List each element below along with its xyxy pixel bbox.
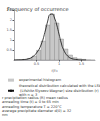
svg-text:experimental histogram: experimental histogram xyxy=(19,78,62,82)
svg-text:1.5: 1.5 xyxy=(6,28,12,32)
svg-text:annealing time (t) = 0 to 65 m: annealing time (t) = 0 to 65 min xyxy=(2,100,59,105)
svg-text:r/r₀: r/r₀ xyxy=(51,68,58,73)
svg-text:2: 2 xyxy=(10,18,12,22)
svg-text:(Lifshitz-Slyozov-Wagner) size: (Lifshitz-Slyozov-Wagner) size distribut… xyxy=(19,88,100,93)
svg-text:1.5: 1.5 xyxy=(79,62,85,66)
svg-text:average precipitate diameter d: average precipitate diameter d(0) = 32 xyxy=(2,109,71,113)
svg-text:nm: nm xyxy=(2,113,8,117)
svg-text:0.5: 0.5 xyxy=(34,62,40,66)
svg-text:Frequency of occurrence: Frequency of occurrence xyxy=(7,6,69,13)
svg-text:0.5: 0.5 xyxy=(6,48,12,52)
svg-text:1: 1 xyxy=(58,62,60,66)
svg-text:with n = 3: with n = 3 xyxy=(19,93,37,97)
svg-text:annealing temperature T = 220°: annealing temperature T = 220°C xyxy=(2,104,62,109)
svg-text:1: 1 xyxy=(10,38,12,42)
